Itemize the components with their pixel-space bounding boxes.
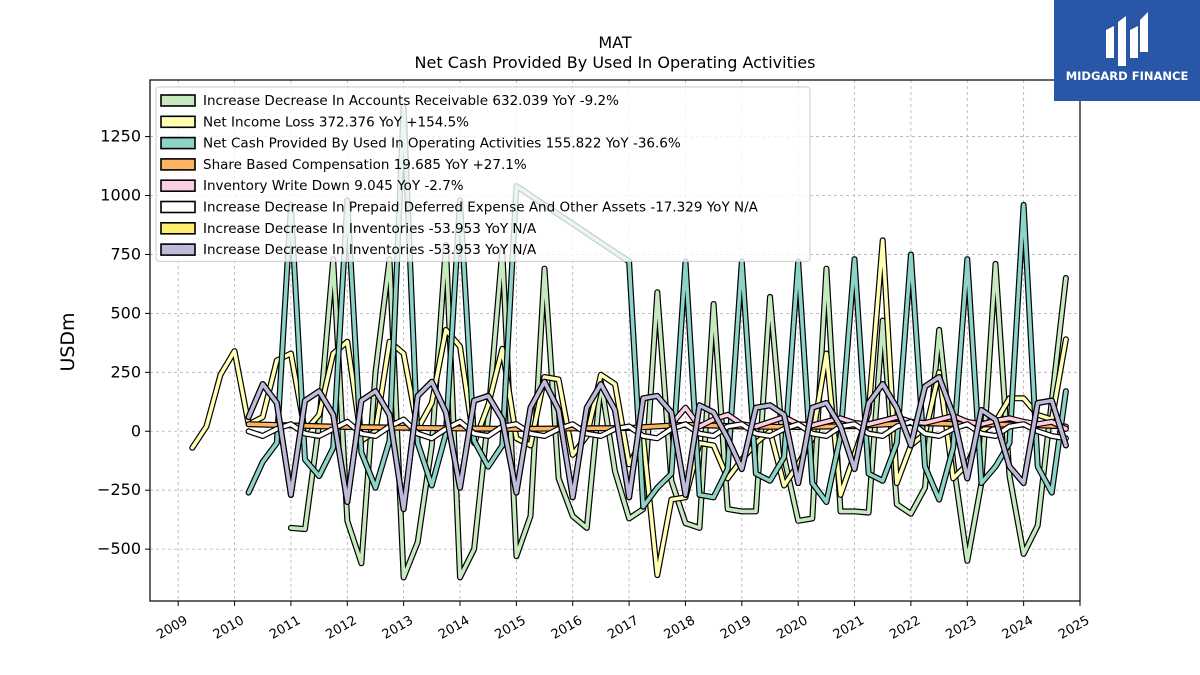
legend-entry: Share Based Compensation 19.685 YoY +27.… xyxy=(203,157,527,173)
y-tick-label: 0 xyxy=(131,421,141,440)
x-tick-label: 2014 xyxy=(436,613,472,643)
chart-title: MAT xyxy=(598,33,632,52)
y-tick-label: −250 xyxy=(97,480,141,499)
x-tick-label: 2025 xyxy=(1056,613,1092,643)
legend-entry: Inventory Write Down 9.045 YoY -2.7% xyxy=(203,178,464,194)
series-line xyxy=(246,417,1068,441)
series-line xyxy=(246,104,1068,509)
legend-entry: Net Cash Provided By Used In Operating A… xyxy=(203,136,681,152)
legend: Increase Decrease In Accounts Receivable… xyxy=(155,86,811,262)
y-tick-label: −500 xyxy=(97,539,141,558)
legend-swatch xyxy=(160,179,196,192)
plot-frame xyxy=(149,79,1081,602)
x-tick-label: 2011 xyxy=(267,613,303,643)
x-tick-label: 2023 xyxy=(943,613,979,643)
x-tick-label: 2021 xyxy=(831,613,867,643)
logo-mark-icon xyxy=(1106,12,1148,66)
x-tick-label: 2022 xyxy=(887,613,923,643)
series-line xyxy=(669,405,1068,431)
y-tick-label: 1000 xyxy=(100,186,141,205)
chart-subtitle: Net Cash Provided By Used In Operating A… xyxy=(415,53,816,72)
series-5 xyxy=(668,404,1069,432)
y-tick-label: 250 xyxy=(110,362,141,381)
x-tick-label: 2010 xyxy=(211,613,247,643)
x-tick-label: 2024 xyxy=(1000,613,1036,643)
series-clip xyxy=(189,102,1069,581)
legend-swatch xyxy=(160,136,196,150)
x-tick-label: 2017 xyxy=(605,613,641,643)
series-line xyxy=(246,421,1068,431)
y-axis-label: USDm xyxy=(57,312,79,371)
legend-entry: Increase Decrease In Inventories -53.953… xyxy=(203,242,537,258)
legend-entry: Net Income Loss 372.376 YoY +154.5% xyxy=(203,114,469,130)
logo-text: MIDGARD FINANCE xyxy=(1065,69,1189,83)
x-tick-label: 2013 xyxy=(380,613,416,643)
legend-swatch xyxy=(160,158,196,171)
series-line xyxy=(246,375,1068,511)
legend-entry: Increase Decrease In Prepaid Deferred Ex… xyxy=(203,200,759,216)
series-line xyxy=(289,243,1068,580)
legend-swatch xyxy=(160,243,196,256)
x-tick-label: 2009 xyxy=(154,613,190,643)
legend-entry: Increase Decrease In Inventories -53.953… xyxy=(203,221,537,237)
series-1 xyxy=(287,242,1069,581)
series-3 xyxy=(245,102,1069,510)
legend-entry: Increase Decrease In Accounts Receivable… xyxy=(203,93,619,109)
brand-logo: MIDGARD FINANCE xyxy=(1054,0,1200,101)
legend-box xyxy=(155,86,811,262)
legend-swatch xyxy=(160,222,196,235)
x-tick-label: 2016 xyxy=(549,613,585,643)
series-6 xyxy=(245,416,1069,442)
legend-swatch xyxy=(160,115,196,129)
series-group xyxy=(189,102,1069,581)
legend-swatch xyxy=(160,200,196,214)
x-tick-label: 2018 xyxy=(662,613,698,643)
x-tick-label: 2012 xyxy=(323,613,359,643)
legend-swatch xyxy=(160,94,196,107)
y-tick-label: 750 xyxy=(110,244,141,263)
y-tick-label: 500 xyxy=(110,303,141,322)
x-tick-label: 2015 xyxy=(493,613,529,643)
x-tick-label: 2020 xyxy=(774,613,810,643)
y-tick-label: 1250 xyxy=(100,127,141,146)
series-4 xyxy=(245,420,1069,432)
x-tick-label: 2019 xyxy=(718,613,754,643)
series-8 xyxy=(245,374,1069,513)
